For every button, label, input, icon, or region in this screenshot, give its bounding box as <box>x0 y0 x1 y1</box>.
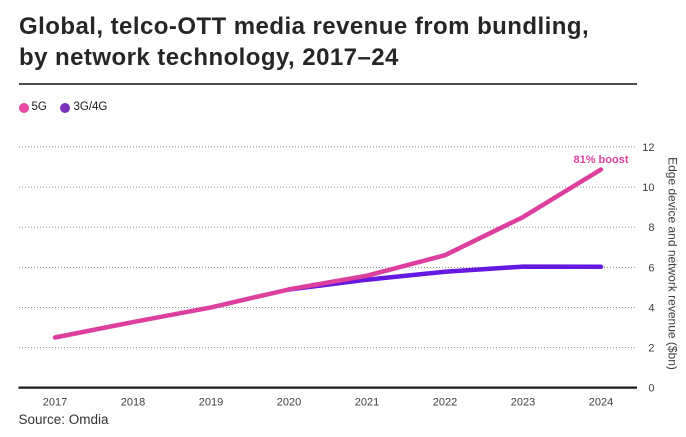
svg-text:8: 8 <box>648 222 654 234</box>
svg-text:6: 6 <box>648 262 654 274</box>
svg-text:2024: 2024 <box>589 397 613 409</box>
svg-text:2019: 2019 <box>199 397 223 409</box>
svg-text:10: 10 <box>642 182 654 194</box>
svg-text:12: 12 <box>642 142 654 154</box>
svg-text:4: 4 <box>648 302 654 314</box>
svg-text:2018: 2018 <box>121 397 145 409</box>
svg-text:2: 2 <box>648 343 654 355</box>
svg-text:0: 0 <box>648 383 654 395</box>
svg-text:2023: 2023 <box>511 397 535 409</box>
svg-text:2017: 2017 <box>43 397 67 409</box>
svg-text:2022: 2022 <box>433 397 457 409</box>
svg-text:81% boost: 81% boost <box>573 154 628 166</box>
svg-text:2020: 2020 <box>277 397 301 409</box>
svg-text:Edge device and network revenu: Edge device and network revenue ($bn) <box>666 157 680 370</box>
svg-text:2021: 2021 <box>355 397 379 409</box>
